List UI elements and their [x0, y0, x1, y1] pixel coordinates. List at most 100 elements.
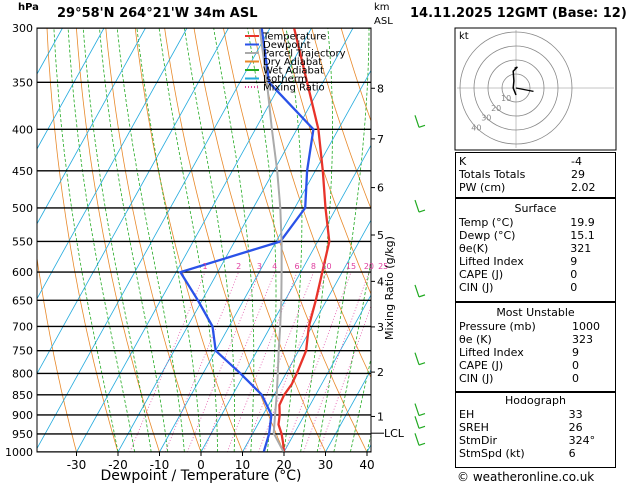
mixing-ratio-label: 4: [272, 262, 277, 271]
pressure-tick-label: 400: [12, 123, 33, 136]
isotherm: [325, 369, 371, 452]
wet-adiabat: [213, 28, 255, 452]
legend-entry: Parcel Trajectory: [263, 49, 346, 60]
index-row: θe(K) 321: [455, 242, 616, 255]
mixing-ratio-label: 6: [295, 262, 300, 271]
mixing-ratio-label: 2: [236, 262, 241, 271]
surface-box: [455, 198, 616, 302]
units-km: km: [374, 2, 390, 13]
wet-adiabat: [67, 28, 135, 452]
index-row: Lifted Index 9: [455, 255, 616, 268]
mixing-ratio-label: 15: [346, 262, 356, 271]
isotherm: [76, 28, 312, 452]
index-row-k: K -4: [455, 155, 616, 168]
x-tick-label: 40: [359, 458, 374, 472]
index-label: K: [459, 155, 467, 168]
surface-title: Surface: [514, 202, 557, 215]
mixing-ratio-line: [226, 271, 298, 452]
index-row: Temp (°C) 19.9: [455, 216, 616, 229]
index-label: CAPE (J): [459, 268, 504, 281]
index-label: θe (K): [459, 333, 492, 346]
units-asl: ASL: [374, 16, 393, 27]
index-row-pw: PW (cm) 2.02: [455, 181, 616, 194]
pressure-tick-label: 300: [12, 22, 33, 35]
wind-barb-icon: [414, 403, 426, 417]
index-row: Lifted Index 9: [455, 346, 616, 359]
wet-adiabat: [183, 28, 236, 452]
dry-adiabat: [46, 28, 119, 452]
index-label: StmDir: [459, 434, 498, 447]
most-unstable-box: [455, 302, 616, 392]
pressure-tick-label: 1000: [5, 446, 33, 459]
legend-entry: Dry Adiabat: [263, 57, 322, 68]
index-row: SREH 26: [455, 421, 616, 434]
index-label: SREH: [459, 421, 489, 434]
x-tick-label: -10: [150, 458, 170, 472]
series-parcel-trajectory: [258, 28, 285, 452]
isotherm: [37, 28, 146, 225]
index-value: 19.9: [570, 216, 595, 229]
wind-barb-icon: [414, 416, 426, 429]
index-value: 33: [568, 408, 583, 421]
km-tick-label: 8: [377, 82, 384, 95]
pressure-tick-label: 850: [12, 389, 33, 402]
mixing-ratio-label: 1: [202, 262, 207, 271]
index-row: Pressure (mb) 1000: [455, 320, 616, 333]
legend-entry: Dewpoint: [263, 40, 311, 51]
isotherm: [37, 28, 188, 300]
pressure-tick-label: 500: [12, 202, 33, 215]
dry-adiabat: [134, 28, 243, 452]
most-unstable-title: Most Unstable: [496, 306, 575, 319]
x-axis-label: Dewpoint / Temperature (°C): [101, 468, 302, 484]
isotherm: [37, 28, 229, 375]
hodograph-box: [455, 392, 616, 468]
index-value: 9: [572, 346, 579, 359]
wind-barb-icon: [414, 352, 426, 366]
isotherm: [283, 294, 371, 452]
hodograph-ring-label: 20: [491, 104, 501, 113]
index-value: 15.1: [570, 229, 595, 242]
index-label: Lifted Index: [459, 346, 524, 359]
wet-adiabat: [300, 28, 333, 452]
index-row: EH 33: [455, 408, 616, 421]
pressure-tick-label: 950: [12, 428, 33, 441]
index-value: 1000: [572, 320, 600, 333]
isotherm: [37, 28, 271, 450]
pressure-tick-label: 700: [12, 320, 33, 333]
index-row: CIN (J) 0: [455, 281, 616, 294]
wet-adiabat: [99, 28, 169, 452]
mixing-ratio-line: [203, 271, 276, 452]
wet-adiabat: [158, 28, 219, 452]
index-value: 0: [570, 268, 578, 281]
x-tick-label: -30: [67, 458, 87, 472]
index-label: StmSpd (kt): [459, 447, 525, 460]
mixing-ratio-line: [129, 271, 206, 452]
wind-barb-icon: [414, 284, 426, 298]
mixing-ratio-line: [187, 271, 260, 452]
legend-entry: Wet Adiabat: [263, 66, 324, 77]
mixing-ratio-label: 3: [257, 262, 262, 271]
wet-adiabat: [247, 28, 277, 452]
wet-adiabat: [53, 28, 119, 452]
pressure-tick-label: 650: [12, 294, 33, 307]
datetime-title: 14.11.2025 12GMT (Base: 12): [410, 6, 627, 21]
index-value: 9: [570, 255, 578, 268]
index-value: 324°: [568, 434, 596, 447]
pressure-tick-label: 550: [12, 235, 33, 248]
storm-motion-vector: [515, 87, 534, 92]
mixing-ratio-line: [303, 271, 370, 452]
index-label: CIN (J): [459, 372, 494, 385]
location-title: 29°58'N 264°21'W 34m ASL: [57, 6, 258, 21]
index-value: 323: [572, 333, 593, 346]
mixing-ratio-axis-label: Mixing Ratio (g/kg): [383, 236, 396, 340]
indices-box: [455, 152, 616, 198]
index-label: θe(K): [459, 242, 489, 255]
index-row: Dewp (°C) 15.1: [455, 229, 616, 242]
isotherm: [242, 219, 371, 452]
wet-adiabat: [283, 28, 303, 452]
index-row-tt: Totals Totals 29: [455, 168, 616, 181]
index-value: 26: [568, 421, 583, 434]
dry-adiabat: [164, 28, 285, 452]
plot-area: [37, 28, 371, 452]
